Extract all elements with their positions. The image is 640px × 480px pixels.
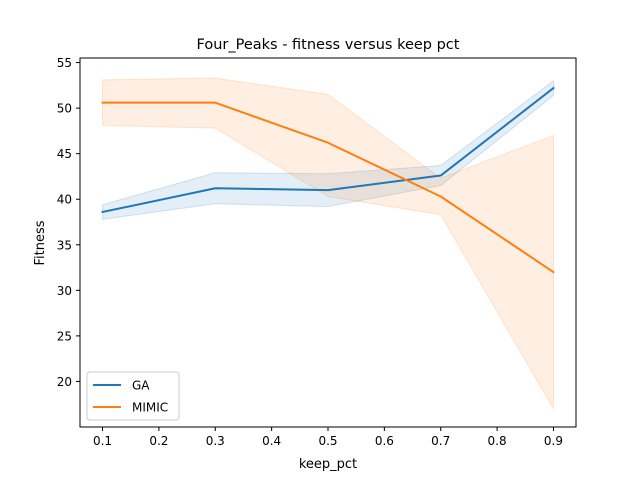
series-ga-confidence-band — [102, 79, 554, 220]
y-tick-label: 50 — [57, 102, 72, 116]
x-axis-ticks: 0.1 0.2 0.3 0.4 0.5 0.6 0.7 0.8 0.9 — [93, 427, 563, 448]
y-tick-label: 55 — [57, 56, 72, 70]
y-axis-label: Fitness — [33, 220, 48, 265]
x-tick-label: 0.4 — [262, 434, 281, 448]
x-tick-label: 0.3 — [206, 434, 225, 448]
legend-label-mimic: MIMIC — [132, 401, 168, 415]
x-tick-label: 0.2 — [149, 434, 168, 448]
x-tick-label: 0.5 — [318, 434, 337, 448]
x-axis-label: keep_pct — [299, 457, 357, 472]
plot-area — [101, 77, 555, 411]
y-tick-label: 30 — [57, 284, 72, 298]
series-mimic-confidence-band — [102, 77, 554, 411]
y-tick-label: 20 — [57, 375, 72, 389]
x-tick-label: 0.1 — [93, 434, 112, 448]
x-tick-label: 0.9 — [544, 434, 563, 448]
y-tick-label: 25 — [57, 329, 72, 343]
x-tick-label: 0.7 — [431, 434, 450, 448]
x-tick-label: 0.6 — [375, 434, 394, 448]
legend-label-ga: GA — [132, 379, 150, 393]
y-tick-label: 45 — [57, 147, 72, 161]
y-tick-label: 35 — [57, 238, 72, 252]
x-tick-label: 0.8 — [488, 434, 507, 448]
y-axis-ticks: 20 25 30 35 40 45 50 55 — [57, 56, 80, 389]
legend: GA MIMIC — [86, 371, 180, 421]
chart-title: Four_Peaks - fitness versus keep pct — [197, 37, 460, 53]
y-tick-label: 40 — [57, 193, 72, 207]
